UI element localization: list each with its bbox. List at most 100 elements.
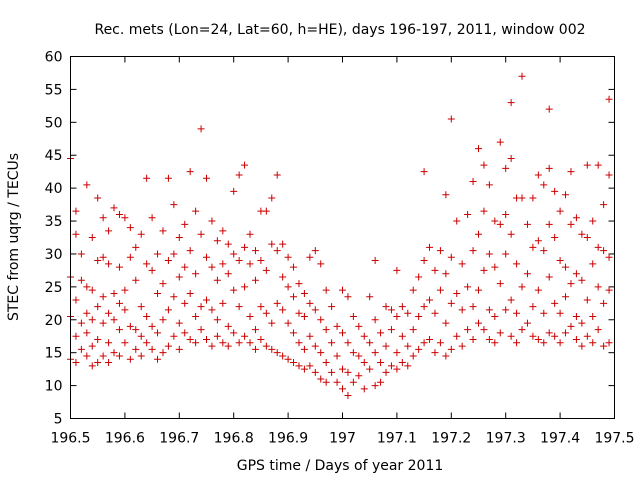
x-axis-title: GPS time / Days of year 2011 bbox=[237, 458, 444, 474]
data-point bbox=[181, 263, 189, 271]
data-point bbox=[589, 260, 597, 268]
data-point bbox=[192, 312, 200, 320]
data-point bbox=[600, 247, 608, 255]
data-point bbox=[339, 329, 346, 337]
y-tick-label: 30 bbox=[45, 247, 63, 263]
y-tick-label: 15 bbox=[45, 346, 63, 362]
data-point bbox=[77, 276, 85, 284]
data-point bbox=[268, 240, 276, 248]
plot-frame bbox=[70, 56, 615, 419]
data-point bbox=[556, 339, 564, 347]
data-point bbox=[322, 378, 330, 386]
data-point bbox=[475, 286, 482, 294]
data-point bbox=[219, 260, 227, 268]
data-point bbox=[529, 194, 537, 202]
data-point bbox=[393, 365, 401, 373]
data-point bbox=[322, 359, 330, 367]
data-point bbox=[464, 326, 472, 334]
data-point bbox=[339, 286, 346, 294]
data-point bbox=[224, 270, 232, 278]
data-point bbox=[295, 362, 303, 370]
data-point bbox=[203, 296, 210, 304]
data-point bbox=[192, 339, 200, 347]
data-point bbox=[213, 332, 221, 340]
data-point bbox=[447, 253, 455, 261]
data-point bbox=[317, 316, 325, 324]
data-point bbox=[279, 352, 287, 360]
data-point bbox=[83, 283, 91, 291]
data-point bbox=[540, 309, 548, 317]
data-point bbox=[545, 329, 553, 337]
data-point bbox=[208, 263, 216, 271]
data-point bbox=[186, 336, 194, 344]
data-point bbox=[360, 332, 368, 340]
data-point bbox=[469, 178, 477, 186]
data-point bbox=[562, 191, 570, 199]
data-point bbox=[322, 286, 330, 294]
data-point bbox=[518, 72, 526, 80]
data-point bbox=[567, 280, 575, 288]
data-point bbox=[268, 194, 276, 202]
data-point bbox=[306, 253, 314, 261]
data-point bbox=[545, 273, 553, 281]
data-point bbox=[121, 339, 129, 347]
data-point bbox=[491, 312, 499, 320]
data-point bbox=[409, 352, 417, 360]
data-point bbox=[306, 299, 314, 307]
data-point bbox=[355, 352, 363, 360]
data-point bbox=[251, 326, 259, 334]
data-point bbox=[94, 359, 102, 367]
x-tick-label: 196.6 bbox=[105, 431, 145, 447]
data-point bbox=[246, 339, 254, 347]
data-point bbox=[507, 230, 515, 238]
data-point bbox=[170, 332, 178, 340]
data-point bbox=[257, 257, 265, 265]
data-point bbox=[164, 306, 172, 314]
y-tick-label: 20 bbox=[45, 313, 63, 329]
data-point bbox=[175, 345, 183, 353]
data-point bbox=[262, 342, 270, 350]
data-point bbox=[88, 234, 96, 241]
data-point bbox=[132, 345, 140, 353]
data-point bbox=[458, 260, 466, 268]
data-point bbox=[349, 312, 357, 320]
data-point bbox=[502, 306, 510, 314]
data-point bbox=[197, 125, 205, 133]
data-point bbox=[148, 266, 156, 274]
data-point bbox=[567, 220, 575, 228]
data-point bbox=[491, 263, 499, 271]
data-point bbox=[311, 247, 319, 255]
data-point bbox=[306, 332, 314, 340]
y-tick-label: 55 bbox=[45, 82, 63, 98]
data-point bbox=[121, 306, 129, 314]
data-point bbox=[415, 312, 423, 320]
data-point bbox=[578, 342, 586, 350]
y-tick-label: 60 bbox=[45, 50, 63, 66]
data-point bbox=[328, 368, 336, 376]
data-point bbox=[143, 174, 151, 182]
data-point bbox=[121, 214, 129, 222]
data-point bbox=[529, 303, 537, 311]
data-point bbox=[513, 260, 521, 268]
data-point bbox=[208, 342, 216, 350]
data-point bbox=[398, 332, 406, 340]
y-tick-label: 10 bbox=[45, 379, 63, 395]
data-point bbox=[360, 385, 368, 393]
data-point bbox=[148, 322, 156, 330]
data-point bbox=[360, 359, 368, 367]
data-point bbox=[77, 319, 85, 327]
data-point bbox=[545, 105, 553, 113]
data-point bbox=[349, 378, 357, 386]
data-point bbox=[83, 352, 91, 360]
data-point bbox=[409, 286, 417, 294]
data-point bbox=[311, 306, 319, 314]
data-point bbox=[333, 378, 341, 386]
data-point bbox=[371, 257, 379, 265]
data-point bbox=[300, 289, 308, 297]
data-point bbox=[436, 247, 444, 255]
data-point bbox=[290, 329, 298, 337]
data-point bbox=[251, 345, 259, 353]
data-point bbox=[458, 306, 466, 314]
data-point bbox=[246, 260, 254, 268]
data-point bbox=[143, 260, 151, 268]
